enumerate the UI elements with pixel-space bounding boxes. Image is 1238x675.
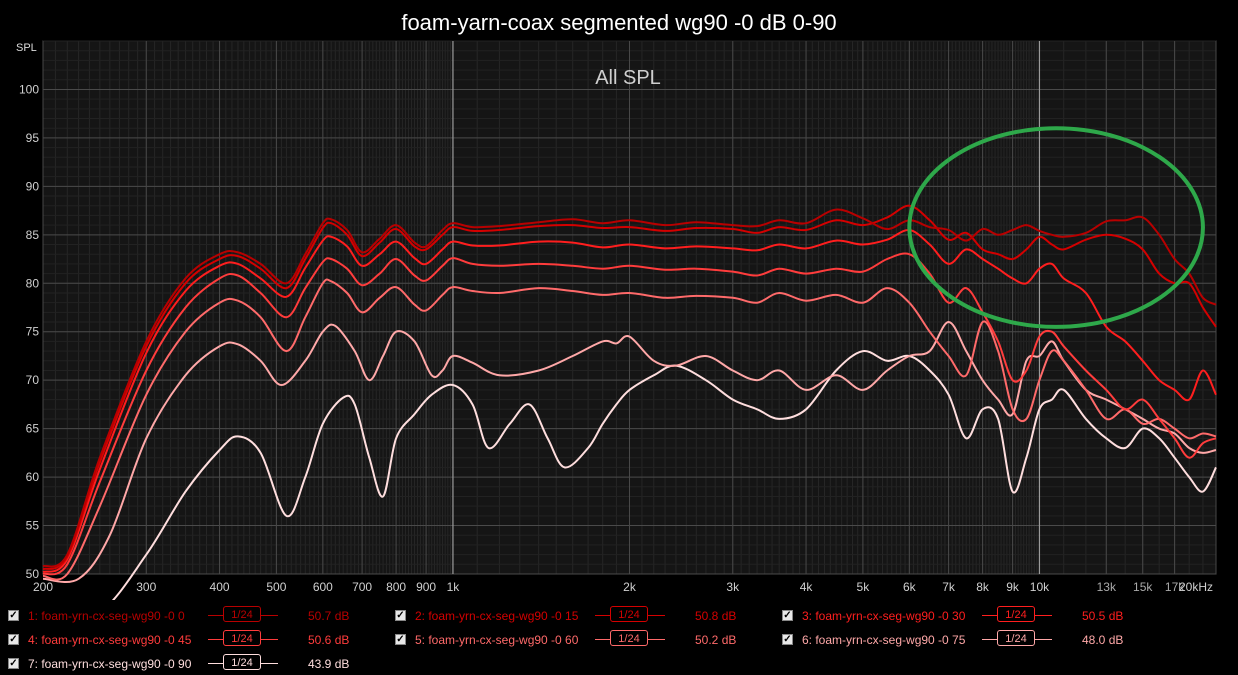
legend-checkbox[interactable]: ✓ <box>395 634 406 645</box>
legend-value: 50.7 dB <box>308 609 350 623</box>
legend-checkbox[interactable]: ✓ <box>782 634 793 645</box>
smoothing-control[interactable]: 1/24 <box>208 654 278 672</box>
trace-7 <box>111 350 1217 600</box>
x-tick-label: 700 <box>352 580 372 594</box>
legend-name[interactable]: 7: foam-yrn-cx-seg-wg90 -0 90 <box>28 657 192 671</box>
smoothing-control[interactable]: 1/24 <box>595 630 665 648</box>
legend-name[interactable]: 4: foam-yrn-cx-seg-wg90 -0 45 <box>28 633 192 647</box>
x-tick-label: 400 <box>210 580 230 594</box>
legend-value: 50.6 dB <box>308 633 350 647</box>
legend-value: 50.8 dB <box>695 609 737 623</box>
legend-value: 43.9 dB <box>308 657 350 671</box>
smoothing-label: 1/24 <box>223 630 261 646</box>
x-tick-label: 4k <box>800 580 814 594</box>
legend-value: 48.0 dB <box>1082 633 1124 647</box>
x-tick-label: 13k <box>1097 580 1117 594</box>
legend-checkbox[interactable]: ✓ <box>8 610 19 621</box>
x-tick-label: 8k <box>976 580 990 594</box>
y-tick-label: 65 <box>26 422 40 436</box>
y-tick-label: 60 <box>26 470 40 484</box>
annotations <box>907 126 1205 329</box>
smoothing-control[interactable]: 1/24 <box>595 606 665 624</box>
smoothing-control[interactable]: 1/24 <box>982 630 1052 648</box>
smoothing-label: 1/24 <box>997 606 1035 622</box>
trace-6 <box>42 321 1217 584</box>
x-tick-label: 5k <box>857 580 871 594</box>
y-tick-label: 90 <box>26 179 40 193</box>
x-tick-label: 2k <box>623 580 637 594</box>
grid <box>42 40 1217 575</box>
traces <box>42 204 1217 600</box>
x-tick-label: 7k <box>942 580 956 594</box>
smoothing-label: 1/24 <box>223 606 261 622</box>
chart-subtitle: All SPL <box>595 67 661 89</box>
x-tick-label: 3k <box>726 580 740 594</box>
smoothing-label: 1/24 <box>610 606 648 622</box>
x-tick-label: 900 <box>416 580 436 594</box>
smoothing-label: 1/24 <box>223 654 261 670</box>
x-tick-label: 300 <box>136 580 156 594</box>
x-tick-label: 20kHz <box>1179 580 1213 594</box>
legend-name[interactable]: 1: foam-yrn-cx-seg-wg90 -0 0 <box>28 609 185 623</box>
x-tick-label: 800 <box>386 580 406 594</box>
trace-2 <box>42 204 1217 571</box>
chart-title: foam-yarn-coax segmented wg90 -0 dB 0-90 <box>401 10 837 35</box>
trace-1 <box>42 208 1217 568</box>
legend-value: 50.5 dB <box>1082 609 1124 623</box>
legend-checkbox[interactable]: ✓ <box>8 634 19 645</box>
y-tick-label: 75 <box>26 325 40 339</box>
trace-4 <box>42 252 1217 576</box>
smoothing-label: 1/24 <box>997 630 1035 646</box>
y-tick-label: 55 <box>26 519 40 533</box>
legend: ✓ 1: foam-yrn-cx-seg-wg90 -0 0 1/24 50.7 dB… <box>0 600 1238 675</box>
legend-name[interactable]: 6: foam-yrn-cx-seg-wg90 -0 75 <box>802 633 966 647</box>
smoothing-label: 1/24 <box>610 630 648 646</box>
trace-3 <box>42 228 1217 574</box>
legend-name[interactable]: 3: foam-yrn-cx-seg-wg90 -0 30 <box>802 609 966 623</box>
smoothing-control[interactable]: 1/24 <box>982 606 1052 624</box>
y-tick-label: 95 <box>26 131 40 145</box>
x-tick-label: 600 <box>313 580 333 594</box>
x-tick-label: 200 <box>33 580 53 594</box>
y-tick-label: 70 <box>26 373 40 387</box>
spl-chart[interactable]: 50 55 60 65 70 75 80 85 90 95 100 200 300 400 500 600 70… <box>0 0 1238 600</box>
smoothing-control[interactable]: 1/24 <box>208 630 278 648</box>
legend-checkbox[interactable]: ✓ <box>395 610 406 621</box>
y-tick-label: 100 <box>19 82 39 96</box>
x-tick-label: 1k <box>447 580 461 594</box>
legend-checkbox[interactable]: ✓ <box>782 610 793 621</box>
trace-5 <box>42 278 1217 581</box>
x-tick-label: 6k <box>903 580 917 594</box>
legend-name[interactable]: 2: foam-yrn-cx-seg-wg90 -0 15 <box>415 609 579 623</box>
y-tick-label: 80 <box>26 276 40 290</box>
x-tick-label: 10k <box>1030 580 1050 594</box>
x-tick-label: 9k <box>1006 580 1020 594</box>
legend-checkbox[interactable]: ✓ <box>8 658 19 669</box>
y-axis-label: SPL <box>16 42 37 54</box>
legend-name[interactable]: 5: foam-yrn-cx-seg-wg90 -0 60 <box>415 633 579 647</box>
x-tick-label: 500 <box>266 580 286 594</box>
highlight-ellipse <box>907 126 1205 329</box>
y-tick-label: 50 <box>26 567 40 581</box>
legend-value: 50.2 dB <box>695 633 737 647</box>
smoothing-control[interactable]: 1/24 <box>208 606 278 624</box>
x-tick-label: 17k <box>1165 580 1185 594</box>
axis-ticks: 50 55 60 65 70 75 80 85 90 95 100 200 300 400 500 600 70… <box>19 82 1213 594</box>
x-tick-label: 15k <box>1133 580 1153 594</box>
y-tick-label: 85 <box>26 228 40 242</box>
